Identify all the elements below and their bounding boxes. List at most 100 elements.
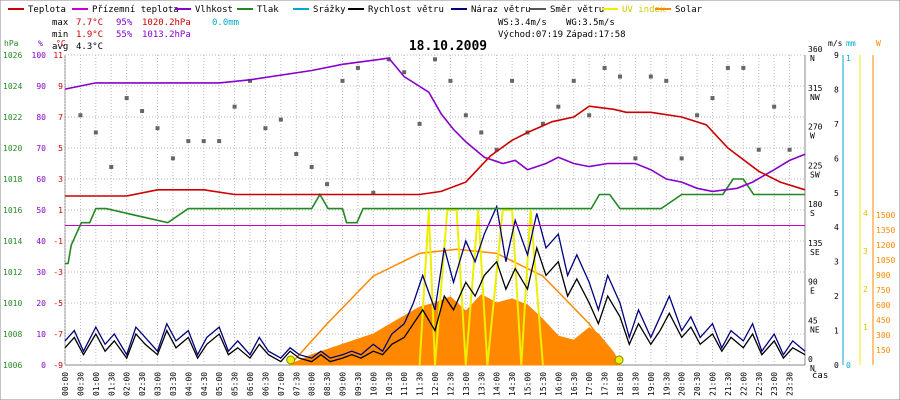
wind-dir-dot [417, 121, 422, 126]
wind-dir-dot [340, 78, 345, 83]
wind-dir-dot [201, 139, 206, 144]
degc-tick-6: 3 [58, 175, 63, 184]
x-tick-41: 20:30 [693, 372, 702, 396]
pct-tick-10: 100 [32, 51, 47, 60]
stats-min-press: 1013.2hPa [142, 30, 191, 40]
legend-label-2: Vlhkost [195, 5, 233, 15]
ms-tick-8: 8 [834, 85, 839, 94]
legend-label-9: Solar [675, 5, 703, 15]
dir-tick-8: 360 [808, 45, 823, 54]
wind-dir-dot [725, 65, 730, 70]
wind-line [64, 245, 806, 363]
degc-tick-8: 7 [58, 113, 63, 122]
x-tick-0: 00:00 [61, 372, 70, 396]
wind-dir-dot [155, 126, 160, 131]
wind-dir-dot [402, 70, 407, 75]
wind-dir-dot [664, 78, 669, 83]
dir-name-3: SE [810, 248, 820, 257]
w-tick-3: 600 [876, 301, 891, 310]
w-tick-2: 450 [876, 316, 891, 325]
uv-tick-2: 3 [863, 247, 868, 256]
x-tick-40: 20:00 [678, 372, 687, 396]
wind-dir-dot [248, 78, 252, 83]
wind-dir-dot [140, 108, 145, 113]
chart-title: 18.10.2009 [409, 39, 487, 54]
humidity-line [64, 57, 806, 193]
ms-tick-9: 9 [834, 51, 839, 60]
x-tick-24: 12:00 [431, 372, 440, 396]
wind-info: WS:3.4m/s WG:3.5m/s Východ:07:19 Západ:1… [498, 18, 626, 40]
x-tick-7: 03:30 [169, 372, 178, 396]
w-tick-6: 1050 [876, 256, 895, 265]
wind-dir-dot [278, 117, 283, 122]
wind-dir-dot [479, 130, 484, 135]
wind-dir-dot [309, 164, 314, 169]
x-tick-27: 13:30 [477, 372, 486, 396]
x-tick-46: 23:00 [770, 372, 779, 396]
w-tick-8: 1350 [876, 226, 895, 235]
x-tick-8: 04:00 [184, 372, 193, 396]
x-tick-18: 09:00 [339, 372, 348, 396]
pct-tick-7: 70 [36, 144, 46, 153]
wind-dir-dot [78, 113, 83, 118]
wind-dir-dot [587, 113, 592, 118]
x-tick-44: 22:00 [739, 372, 748, 396]
stats-max-rain: 0.0mm [212, 18, 239, 28]
wind-dir-dot [93, 130, 98, 135]
ms-tick-3: 3 [834, 258, 839, 267]
wind-dir-dot [756, 147, 761, 152]
plot-area [64, 57, 806, 366]
x-tick-19: 09:30 [354, 372, 363, 396]
degc-tick-4: -1 [53, 237, 63, 246]
dir-name-0: N [810, 364, 815, 373]
wind-dir-dot [371, 190, 376, 195]
legend-label-5: Rychlost větru [368, 5, 444, 15]
wind-dir-dot [710, 96, 715, 101]
wind-dir-dot [170, 156, 175, 161]
stats-avg-label: avg [52, 42, 68, 52]
hpa-tick-1: 1008 [3, 330, 22, 339]
wind-dir-dot [232, 104, 237, 109]
hpa-tick-6: 1018 [3, 175, 22, 184]
degc-axis-label: °C [56, 39, 66, 48]
stats-min-temp: 1.9°C [76, 30, 103, 40]
dir-tick-5: 225 [808, 161, 823, 170]
degc-tick-9: 9 [58, 82, 63, 91]
degc-tick-2: -5 [53, 299, 63, 308]
x-tick-6: 03:00 [154, 372, 163, 396]
hpa-tick-8: 1022 [3, 113, 22, 122]
uv-line [418, 209, 544, 366]
wind-dir-dot [448, 78, 453, 83]
pressure-line [65, 178, 805, 265]
wind-gust-avg: WG:3.5m/s [566, 18, 615, 28]
w-tick-0: 150 [876, 346, 891, 355]
dir-name-7: NW [810, 93, 820, 102]
x-tick-29: 14:30 [508, 372, 517, 396]
legend-label-1: Přízemní teplota [92, 5, 179, 15]
gust-line [64, 204, 806, 359]
x-tick-36: 18:00 [616, 372, 625, 396]
degc-tick-0: -9 [53, 361, 63, 370]
dir-tick-1: 45 [808, 316, 818, 325]
ms-tick-2: 2 [834, 292, 839, 301]
pct-tick-8: 80 [36, 113, 46, 122]
degc-tick-7: 5 [58, 144, 63, 153]
ms-tick-0: 0 [834, 361, 839, 370]
x-tick-47: 23:30 [786, 372, 795, 396]
pct-axis-label: % [38, 39, 43, 48]
hpa-tick-5: 1016 [3, 206, 22, 215]
temperature-line [65, 105, 806, 197]
pct-tick-9: 90 [36, 82, 46, 91]
sunset-time: Západ:17:58 [566, 30, 626, 40]
hpa-tick-0: 1006 [3, 361, 22, 370]
x-tick-20: 10:00 [369, 372, 378, 396]
legend-label-4: Srážky [313, 5, 346, 15]
w-tick-7: 1200 [876, 241, 895, 250]
solar-area [289, 294, 621, 366]
hpa-tick-9: 1024 [3, 82, 22, 91]
degc-tick-5: 1 [58, 206, 63, 215]
x-tick-38: 19:00 [647, 372, 656, 396]
x-tick-13: 06:30 [261, 372, 270, 396]
w-axis-label: W [876, 39, 881, 48]
wind-dir-dot [787, 147, 792, 152]
